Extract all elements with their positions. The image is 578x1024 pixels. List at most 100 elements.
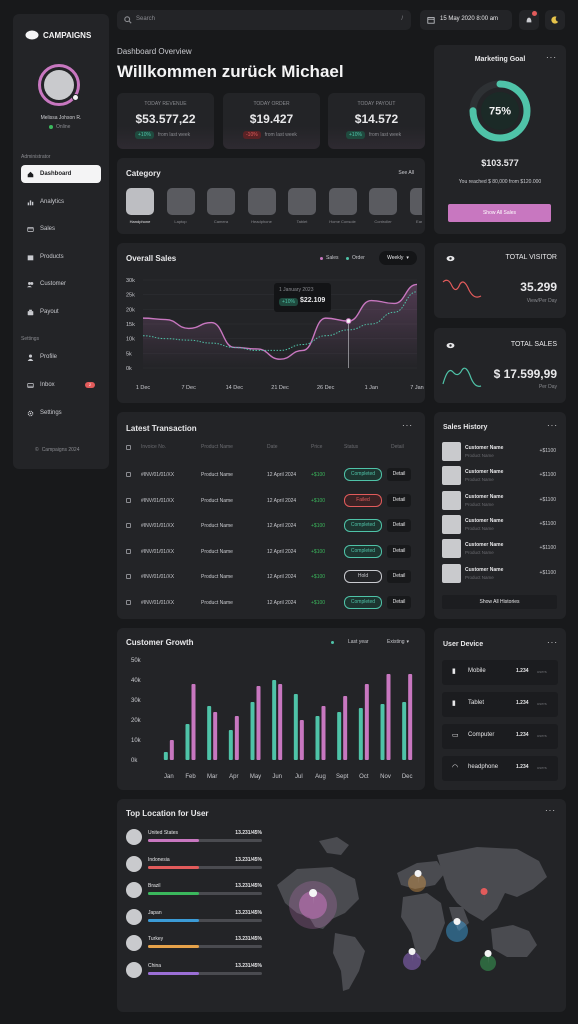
- detail-button[interactable]: Detail: [387, 493, 411, 507]
- map-pin-icon[interactable]: [414, 870, 422, 884]
- legend-existing[interactable]: Existing ▾: [387, 639, 409, 645]
- app-logo[interactable]: CAMPAIGNS: [25, 30, 91, 40]
- more-icon[interactable]: ···: [402, 421, 413, 430]
- sidebar-item-products[interactable]: Products: [21, 248, 101, 266]
- table-row[interactable]: #INV/01/01/XX Product Name 12 April 2024 +$…: [117, 570, 425, 586]
- bar-existing[interactable]: [408, 674, 413, 760]
- history-item[interactable]: Customer Name Product Name +$1100: [442, 490, 558, 511]
- stat-card-order[interactable]: TODAY ORDER $19.427 -10% from last week: [223, 93, 320, 149]
- bar-last-year[interactable]: [228, 730, 233, 760]
- category-item[interactable]: Camera: [207, 188, 237, 228]
- more-icon[interactable]: ···: [547, 638, 558, 647]
- row-checkbox[interactable]: [126, 472, 131, 477]
- bar-last-year[interactable]: [315, 716, 320, 760]
- location-item[interactable]: China 13.231/45%: [126, 960, 266, 980]
- show-all-histories-button[interactable]: Show All Histories: [442, 595, 557, 609]
- bar-existing[interactable]: [343, 696, 348, 760]
- map-pin-icon[interactable]: [408, 948, 416, 962]
- stat-card-payout[interactable]: TODAY PAYOUT $14.572 +10% from last week: [328, 93, 425, 149]
- total-visitor-card[interactable]: TOTAL VISITOR 35.299 View/Per Day: [434, 243, 566, 318]
- bar-existing[interactable]: [321, 706, 326, 760]
- map-pin-icon[interactable]: [480, 888, 488, 902]
- search-input[interactable]: Search: [136, 16, 156, 22]
- sidebar-item-customer[interactable]: Customer: [21, 275, 101, 293]
- map-pin-icon[interactable]: [484, 950, 492, 964]
- select-all-checkbox[interactable]: [126, 445, 131, 450]
- detail-button[interactable]: Detail: [387, 544, 411, 558]
- detail-button[interactable]: Detail: [387, 596, 411, 609]
- bar-last-year[interactable]: [358, 708, 363, 760]
- bar-existing[interactable]: [213, 712, 218, 760]
- location-item[interactable]: Turkey 13.231/45%: [126, 933, 266, 953]
- category-item[interactable]: Home Console: [328, 188, 359, 228]
- notification-button[interactable]: [519, 10, 539, 30]
- column-header[interactable]: Product Name: [201, 444, 233, 450]
- bar-last-year[interactable]: [380, 704, 385, 760]
- bar-last-year[interactable]: [293, 694, 298, 760]
- bar-last-year[interactable]: [250, 702, 255, 760]
- more-icon[interactable]: ···: [547, 421, 558, 430]
- detail-button[interactable]: Detail: [387, 570, 411, 584]
- table-row[interactable]: #INV/01/01/XX Product Name 12 April 2024 +$…: [117, 493, 425, 510]
- avatar[interactable]: [38, 64, 80, 106]
- column-header[interactable]: Price: [311, 444, 323, 450]
- bar-last-year[interactable]: [272, 680, 277, 760]
- more-icon[interactable]: ···: [546, 53, 557, 62]
- detail-button[interactable]: Detail: [387, 468, 411, 481]
- history-item[interactable]: Customer Name Product Name +$1100: [442, 442, 558, 462]
- location-item[interactable]: Japan 13.231/45%: [126, 907, 266, 927]
- row-checkbox[interactable]: [126, 574, 131, 580]
- history-item[interactable]: Customer Name Product Name +$1100: [442, 539, 558, 559]
- table-row[interactable]: #INV/01/01/XX Product Name 12 April 2024 +$…: [117, 519, 425, 535]
- sidebar-item-payout[interactable]: Payout: [21, 303, 101, 321]
- date-picker[interactable]: 15 May 2020 8:00 am: [420, 10, 512, 30]
- bar-last-year[interactable]: [402, 702, 407, 760]
- category-item[interactable]: Tablet: [288, 188, 318, 228]
- bar-existing[interactable]: [278, 684, 283, 760]
- device-item-mobile[interactable]: ▮ Mobile 1.234 users: [442, 660, 558, 685]
- column-header[interactable]: Status: [344, 444, 359, 450]
- bar-last-year[interactable]: [337, 712, 342, 760]
- column-header[interactable]: Detail: [391, 444, 404, 450]
- history-item[interactable]: Customer Name Product Name +$1100: [442, 466, 558, 486]
- more-icon[interactable]: ···: [545, 806, 556, 815]
- bar-existing[interactable]: [299, 720, 304, 760]
- bar-last-year[interactable]: [163, 752, 168, 760]
- hover-point[interactable]: [345, 318, 352, 324]
- sidebar-item-analytics[interactable]: Analytics: [21, 193, 101, 211]
- map-pin-icon[interactable]: [309, 889, 318, 905]
- stat-card-revenue[interactable]: TODAY REVENUE $53.577,22 +10% from last …: [117, 93, 214, 149]
- device-item-tablet[interactable]: ▮ Tablet 1.234 users: [442, 692, 558, 717]
- category-item[interactable]: Headphone: [247, 188, 278, 228]
- row-checkbox[interactable]: [126, 523, 131, 529]
- sidebar-item-dashboard[interactable]: Dashboard: [21, 165, 101, 183]
- period-select[interactable]: Weekly ▾: [379, 251, 417, 265]
- category-item[interactable]: Earbuds: [409, 188, 422, 228]
- bar-existing[interactable]: [169, 740, 174, 760]
- bar-existing[interactable]: [386, 674, 391, 760]
- detail-button[interactable]: Detail: [387, 519, 411, 533]
- table-row[interactable]: #INV/01/01/XX Product Name 12 April 2024 +$…: [117, 596, 425, 612]
- see-all-link[interactable]: See All: [398, 170, 414, 176]
- show-all-sales-button[interactable]: Show All Sales: [448, 204, 551, 222]
- table-row[interactable]: #INV/01/01/XX Product Name 12 April 2024 +$…: [117, 544, 425, 561]
- column-header[interactable]: Date: [267, 444, 278, 450]
- search-bar[interactable]: Search /: [117, 10, 411, 30]
- sidebar-item-settings[interactable]: Settings: [21, 404, 101, 422]
- history-item[interactable]: Customer Name Product Name +$1100: [442, 514, 558, 535]
- row-checkbox[interactable]: [126, 600, 131, 605]
- bar-existing[interactable]: [256, 686, 261, 760]
- category-item[interactable]: Laptop: [166, 188, 197, 228]
- row-checkbox[interactable]: [126, 548, 131, 554]
- bar-last-year[interactable]: [185, 724, 190, 760]
- device-item-computer[interactable]: ▭ Computer 1.234 users: [442, 724, 558, 749]
- sidebar-item-inbox[interactable]: Inbox 2: [21, 376, 101, 394]
- location-item[interactable]: United States 13.231/45%: [126, 827, 266, 847]
- theme-toggle-button[interactable]: [545, 10, 565, 30]
- location-item[interactable]: Brazil 13.231/45%: [126, 880, 266, 900]
- column-header[interactable]: Invoice No.: [141, 444, 167, 450]
- sidebar-item-profile[interactable]: Profile: [21, 348, 101, 366]
- location-item[interactable]: Indonesia 13.231/45%: [126, 854, 266, 874]
- category-item[interactable]: Controller: [369, 188, 399, 228]
- bar-existing[interactable]: [191, 684, 196, 760]
